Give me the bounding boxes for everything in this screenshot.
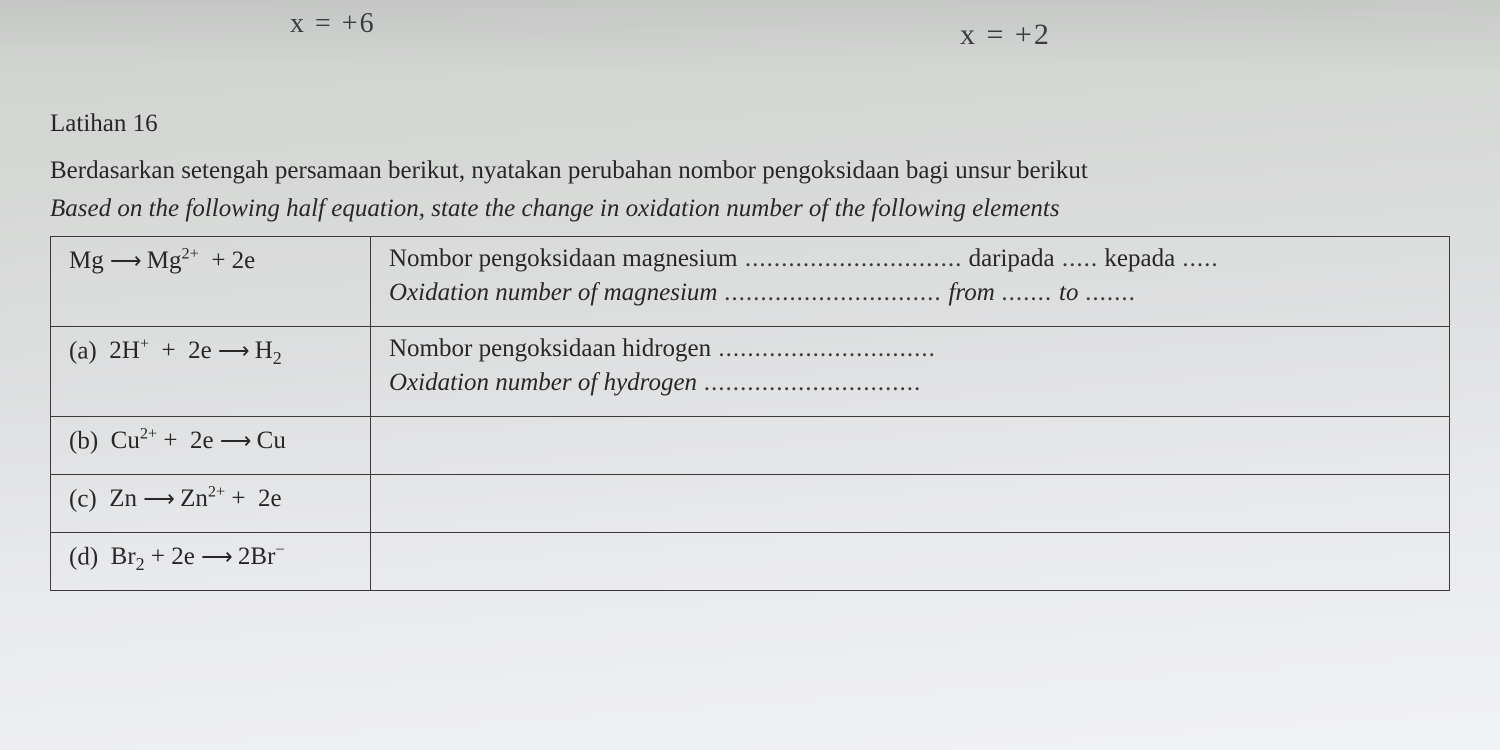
kepada-label: kepada: [1104, 245, 1175, 272]
content: Latihan 16 Berdasarkan setengah persamaa…: [50, 110, 1450, 591]
table-row: (a) 2H+ + 2e ⟶ H2 Nombor pengoksidaan hi…: [51, 326, 1450, 416]
exercise-title: Latihan 16: [50, 110, 1450, 138]
dots-icon: [711, 335, 936, 362]
desc-ms: Nombor pengoksidaan hidrogen: [389, 335, 711, 362]
equation: Br2 + 2e ⟶ 2Br−: [111, 543, 285, 570]
handwriting-left: x = +6: [290, 8, 376, 40]
answer-cell: [371, 416, 1450, 474]
handwriting-right: x = +2: [960, 18, 1051, 52]
daripada-label: daripada: [969, 245, 1055, 272]
row-label: (d): [69, 543, 98, 570]
equation-cell: (b) Cu2+ + 2e ⟶ Cu: [51, 416, 371, 474]
equation-cell: (d) Br2 + 2e ⟶ 2Br−: [51, 532, 371, 590]
answer-cell: [371, 474, 1450, 532]
table-row: (b) Cu2+ + 2e ⟶ Cu: [51, 416, 1450, 474]
from-label: from: [948, 279, 994, 306]
row-label: (c): [69, 485, 97, 512]
dots-icon: [697, 369, 922, 396]
table-row: Mg ⟶ Mg2+ + 2e Nombor pengoksidaan magne…: [51, 236, 1450, 326]
row-label: (b): [69, 427, 98, 454]
instruction-english: Based on the following half equation, st…: [50, 192, 1450, 226]
equation: 2H+ + 2e ⟶ H2: [109, 337, 282, 364]
answer-cell: Nombor pengoksidaan magnesium daripada k…: [371, 236, 1450, 326]
instruction-malay: Berdasarkan setengah persamaan berikut, …: [50, 154, 1450, 188]
equation: Zn ⟶ Zn2+ + 2e: [109, 485, 281, 512]
equation: Mg ⟶ Mg2+ + 2e: [69, 247, 255, 274]
equation-cell: Mg ⟶ Mg2+ + 2e: [51, 236, 371, 326]
dots-icon: [717, 279, 942, 306]
table-row: (d) Br2 + 2e ⟶ 2Br−: [51, 532, 1450, 590]
dots-icon: [1175, 245, 1219, 272]
desc-en: Oxidation number of magnesium: [389, 279, 717, 306]
desc-ms: Nombor pengoksidaan magnesium: [389, 245, 738, 272]
page: x = +6 x = +2 Latihan 16 Berdasarkan set…: [0, 0, 1500, 750]
desc-line-en: Oxidation number of hydrogen: [389, 369, 1435, 397]
answer-cell: Nombor pengoksidaan hidrogen Oxidation n…: [371, 326, 1450, 416]
dots-icon: [738, 245, 963, 272]
row-label: (a): [69, 337, 97, 364]
equation-cell: (c) Zn ⟶ Zn2+ + 2e: [51, 474, 371, 532]
equation: Cu2+ + 2e ⟶ Cu: [111, 427, 286, 454]
shadow: [0, 0, 1500, 70]
to-label: to: [1059, 279, 1078, 306]
dots-icon: [995, 279, 1053, 306]
desc-line-en: Oxidation number of magnesium from to: [389, 279, 1435, 307]
dots-icon: [1078, 279, 1136, 306]
desc-en: Oxidation number of hydrogen: [389, 369, 697, 396]
equation-cell: (a) 2H+ + 2e ⟶ H2: [51, 326, 371, 416]
desc-line-ms: Nombor pengoksidaan hidrogen: [389, 335, 1435, 363]
answer-cell: [371, 532, 1450, 590]
dots-icon: [1055, 245, 1099, 272]
exercise-table: Mg ⟶ Mg2+ + 2e Nombor pengoksidaan magne…: [50, 236, 1450, 591]
desc-line-ms: Nombor pengoksidaan magnesium daripada k…: [389, 245, 1435, 273]
table-row: (c) Zn ⟶ Zn2+ + 2e: [51, 474, 1450, 532]
